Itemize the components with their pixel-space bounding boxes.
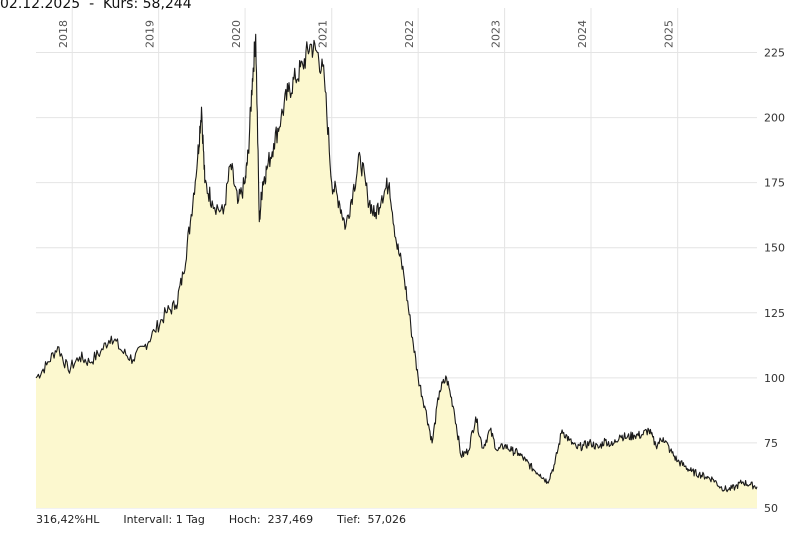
chart-header: 02.12.2025 - Kurs: 58,244 [0, 0, 192, 12]
header-price-value: 58,244 [142, 0, 192, 12]
x-tick-label: 2018 [57, 20, 70, 48]
y-tick-label: 100 [764, 372, 785, 385]
y-tick-label: 150 [764, 242, 785, 255]
price-line [35, 33, 758, 493]
x-axis-ticks: 2018 2019 2020 2021 2022 2023 2024 2025 [57, 20, 675, 48]
header-price-label: Kurs: [103, 0, 139, 12]
x-tick-label: 2020 [230, 20, 243, 48]
y-tick-label: 75 [764, 437, 778, 450]
y-tick-label: 50 [764, 502, 778, 515]
x-tick-label: 2024 [576, 20, 589, 48]
x-tick-label: 2023 [490, 20, 503, 48]
price-area [36, 34, 757, 509]
footer-interval: Intervall: 1 Tag [123, 513, 205, 526]
footer-range: 316,42%HL [36, 513, 100, 526]
price-area-layer [35, 33, 758, 509]
y-tick-label: 225 [764, 47, 785, 60]
x-tick-label: 2019 [144, 20, 157, 48]
y-tick-label: 125 [764, 307, 785, 320]
x-tick-label: 2021 [317, 20, 330, 48]
footer-low: Tief: 57,026 [337, 513, 406, 526]
header-date: 02.12.2025 [0, 0, 81, 12]
y-axis-ticks: 50 75 100 125 150 175 200 225 [764, 47, 785, 515]
footer-high: Hoch: 237,469 [228, 513, 314, 526]
x-tick-label: 2025 [663, 20, 676, 48]
y-tick-label: 175 [764, 177, 785, 190]
x-tick-label: 2022 [403, 20, 416, 48]
header-separator: - [89, 0, 95, 12]
y-tick-label: 200 [764, 112, 785, 125]
chart-footer: 316,42%HL Intervall: 1 Tag Hoch: 237,469 Ti… [36, 513, 430, 526]
